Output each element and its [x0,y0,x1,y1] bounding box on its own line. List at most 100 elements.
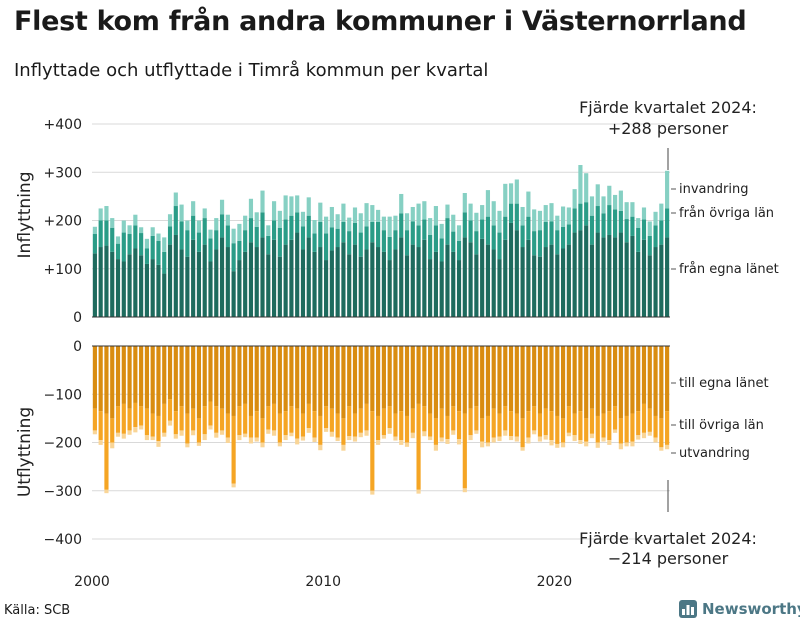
bar-inflyttning-1 [451,251,456,317]
bar-utflyttning-1 [497,346,502,414]
bar-inflyttning-3 [300,211,306,227]
bar-inflyttning-1 [491,249,496,317]
bar-inflyttning-2 [300,226,306,250]
bar-inflyttning-1 [589,244,595,317]
bar-inflyttning-2 [133,225,138,249]
bar-inflyttning-1 [318,247,323,317]
bar-inflyttning-1 [358,256,363,317]
bar-utflyttning-1 [329,346,334,409]
bar-utflyttning-1 [219,346,225,409]
bar-inflyttning-3 [630,202,635,217]
annotation-line2: −214 personer [608,549,729,568]
bar-inflyttning-1 [364,249,369,317]
bar-inflyttning-2 [139,233,144,256]
brand-name: Newsworthy [702,600,800,618]
bar-inflyttning-1 [208,261,213,317]
bar-utflyttning-3 [653,437,658,443]
bar-utflyttning-3 [370,490,375,495]
annotation-line1: Fjärde kvartalet 2024: [579,98,757,117]
bar-inflyttning-3 [456,225,462,241]
bar-utflyttning-3 [104,489,109,494]
bar-inflyttning-3 [555,215,560,231]
bar-inflyttning-3 [613,194,618,210]
bar-inflyttning-2 [364,226,369,250]
bar-inflyttning-2 [404,230,410,256]
bar-inflyttning-2 [468,220,473,243]
bar-utflyttning-1 [347,346,352,407]
bar-inflyttning-2 [584,202,589,226]
bar-inflyttning-2 [376,221,381,248]
bar-inflyttning-3 [104,206,109,221]
brand-logo[interactable]: Newsworthy [679,600,800,618]
bar-inflyttning-2 [641,219,647,240]
bar-inflyttning-3 [329,206,334,228]
bar-inflyttning-1 [271,239,277,317]
bar-utflyttning-1 [665,346,670,412]
bar-utflyttning-1 [231,346,236,416]
bar-inflyttning-3 [462,192,467,213]
bar-utflyttning-2 [410,408,415,433]
bar-inflyttning-1 [162,273,167,317]
bar-inflyttning-2 [283,219,288,245]
bar-inflyttning-1 [636,251,641,317]
bar-utflyttning-1 [144,346,149,409]
bar-inflyttning-1 [144,263,149,317]
bar-inflyttning-3 [410,206,415,222]
bar-inflyttning-2 [127,234,132,255]
bar-utflyttning-2 [352,413,358,437]
bar-inflyttning-2 [271,220,277,240]
bar-utflyttning-3 [665,444,670,450]
bar-utflyttning-1 [659,346,664,419]
bar-inflyttning-1 [566,244,571,317]
y-axis-label: Utflyttning [15,407,35,497]
bar-inflyttning-1 [196,251,202,317]
bar-utflyttning-3 [514,436,519,442]
bar-inflyttning-2 [566,224,571,245]
bar-utflyttning-1 [352,346,358,414]
bar-utflyttning-2 [167,399,173,421]
bar-utflyttning-2 [219,408,225,431]
bar-inflyttning-3 [468,203,473,221]
bar-utflyttning-2 [480,418,485,442]
end-label: till egna länet [679,376,769,391]
bar-utflyttning-1 [214,346,219,407]
bar-inflyttning-1 [352,244,358,317]
bar-inflyttning-2 [370,221,375,243]
bar-utflyttning-1 [422,346,427,407]
bar-inflyttning-2 [503,216,508,240]
bar-utflyttning-2 [324,406,329,429]
bar-inflyttning-1 [665,237,670,317]
bar-inflyttning-2 [260,212,265,238]
source-label: Källa: SCB [4,603,71,618]
bar-inflyttning-1 [231,271,236,317]
bar-utflyttning-1 [260,346,265,419]
bar-utflyttning-1 [514,346,519,414]
bar-inflyttning-2 [289,215,294,240]
bar-utflyttning-2 [254,411,259,438]
bar-inflyttning-1 [341,242,346,317]
y-tick-label: 0 [73,339,82,355]
bar-utflyttning-3 [335,437,340,442]
bar-inflyttning-3 [277,210,282,228]
bar-utflyttning-1 [208,346,213,402]
bar-utflyttning-2 [462,413,467,489]
bar-utflyttning-1 [445,346,450,416]
bar-utflyttning-1 [167,346,173,400]
bar-utflyttning-3 [295,438,300,445]
bar-inflyttning-3 [589,196,595,216]
bar-inflyttning-1 [254,247,259,317]
bar-inflyttning-1 [485,244,491,317]
bar-utflyttning-3 [566,432,571,437]
bar-utflyttning-1 [254,346,259,412]
bar-utflyttning-1 [555,346,560,416]
bar-inflyttning-1 [104,245,109,317]
bar-inflyttning-3 [335,214,340,229]
bar-utflyttning-2 [295,408,300,439]
bar-inflyttning-3 [532,209,537,232]
bar-inflyttning-2 [451,231,456,252]
utflyttning-bars [92,346,670,495]
bar-inflyttning-2 [156,240,161,265]
bar-inflyttning-2 [508,203,514,223]
bar-utflyttning-2 [497,413,502,437]
bar-utflyttning-1 [300,346,306,414]
